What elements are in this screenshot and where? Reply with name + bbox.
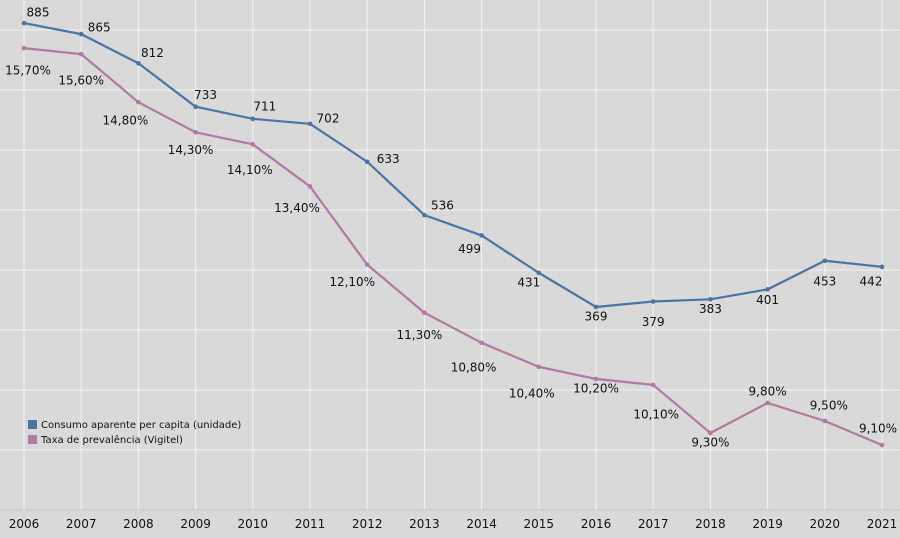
x-tick-label: 2010 [238, 517, 269, 531]
data-point [765, 400, 770, 406]
series-0: 885 865 812 733 711 702 633 536 499 431 369 379 383 4… [21, 6, 885, 329]
data-point [822, 258, 828, 264]
series-line [23, 47, 883, 447]
data-label: 865 [88, 21, 111, 35]
data-point [822, 418, 828, 424]
series-1: 15,70% 15,60% 14,80% 14,30% 14,10% 13,40% 12,1… [5, 45, 897, 450]
legend-label-consumo: Consumo aparente per capita (unidade) [41, 420, 241, 431]
x-tick-label: 2006 [9, 517, 40, 531]
data-point [422, 310, 427, 316]
data-label: 633 [377, 152, 400, 166]
data-label: 14,80% [103, 114, 149, 128]
legend-swatch-taxa [28, 435, 37, 444]
data-point [21, 20, 27, 26]
data-label: 15,60% [58, 74, 104, 88]
data-point [479, 233, 484, 238]
data-point [307, 184, 313, 189]
data-label: 702 [317, 111, 340, 125]
x-tick-label: 2012 [352, 517, 383, 531]
data-label: 711 [253, 99, 276, 113]
data-point [136, 99, 141, 105]
data-label: 9,10% [859, 422, 897, 436]
x-tick-label: 2016 [581, 517, 612, 531]
data-point [193, 104, 198, 110]
data-label: 9,30% [691, 436, 729, 450]
data-point [650, 299, 656, 304]
data-point [364, 262, 370, 267]
data-label: 885 [27, 6, 50, 20]
series-line [23, 22, 883, 309]
legend-swatch-consumo [28, 420, 37, 429]
gridlines [0, 0, 900, 511]
data-point [536, 270, 542, 276]
data-label: 13,40% [274, 201, 320, 215]
x-tick-label: 2013 [409, 517, 440, 531]
data-label: 379 [642, 315, 665, 329]
data-point [708, 296, 713, 302]
x-axis: 2006 2007 2008 2009 2010 2011 2012 2013 2014 2015… [9, 517, 898, 531]
data-point [21, 45, 27, 51]
data-label: 14,10% [227, 163, 273, 177]
data-point [78, 51, 84, 57]
data-label: 453 [813, 274, 836, 288]
data-point [708, 430, 713, 436]
data-label: 12,10% [329, 275, 375, 289]
data-label: 9,80% [749, 384, 787, 398]
data-point [650, 382, 656, 388]
data-point [765, 287, 770, 292]
x-tick-label: 2008 [123, 517, 154, 531]
data-point [136, 60, 141, 66]
x-tick-label: 2009 [180, 517, 211, 531]
data-point [78, 31, 84, 37]
data-label: 9,50% [810, 398, 848, 412]
x-tick-label: 2018 [695, 517, 726, 531]
x-tick-label: 2011 [295, 517, 326, 531]
x-tick-label: 2015 [524, 517, 555, 531]
x-tick-label: 2021 [867, 517, 898, 531]
data-label: 10,80% [451, 360, 497, 374]
data-point [307, 121, 313, 127]
data-label: 14,30% [168, 143, 214, 157]
data-label: 10,40% [509, 386, 555, 400]
data-point [193, 130, 198, 135]
data-label: 442 [860, 274, 883, 288]
data-point [250, 116, 256, 122]
data-point [422, 212, 427, 218]
data-label: 536 [431, 199, 454, 213]
legend: Consumo aparente per capita (unidade) Ta… [28, 420, 241, 446]
data-point [364, 159, 370, 165]
x-tick-label: 2017 [638, 517, 669, 531]
x-tick-label: 2007 [66, 517, 97, 531]
data-label: 10,20% [573, 381, 619, 395]
data-point [250, 142, 256, 147]
data-label: 812 [141, 46, 164, 60]
data-label: 401 [756, 293, 779, 307]
data-label: 383 [699, 302, 722, 316]
data-label: 10,10% [633, 407, 679, 421]
series-group: 885 865 812 733 711 702 633 536 499 431 369 379 383 4… [5, 6, 897, 450]
legend-label-taxa: Taxa de prevalência (Vigitel) [40, 434, 183, 446]
data-label: 11,30% [397, 328, 443, 342]
data-point [879, 442, 885, 448]
data-label: 15,70% [5, 64, 51, 78]
data-point [879, 264, 885, 270]
data-point [593, 304, 599, 310]
x-tick-label: 2014 [466, 517, 497, 531]
data-label: 369 [585, 309, 608, 323]
data-point [536, 364, 542, 370]
data-point [593, 376, 599, 382]
x-tick-label: 2020 [810, 517, 841, 531]
data-label: 431 [517, 275, 540, 289]
data-point [479, 340, 484, 346]
x-tick-label: 2019 [752, 517, 783, 531]
data-label: 733 [194, 88, 217, 102]
data-label: 499 [458, 242, 481, 256]
